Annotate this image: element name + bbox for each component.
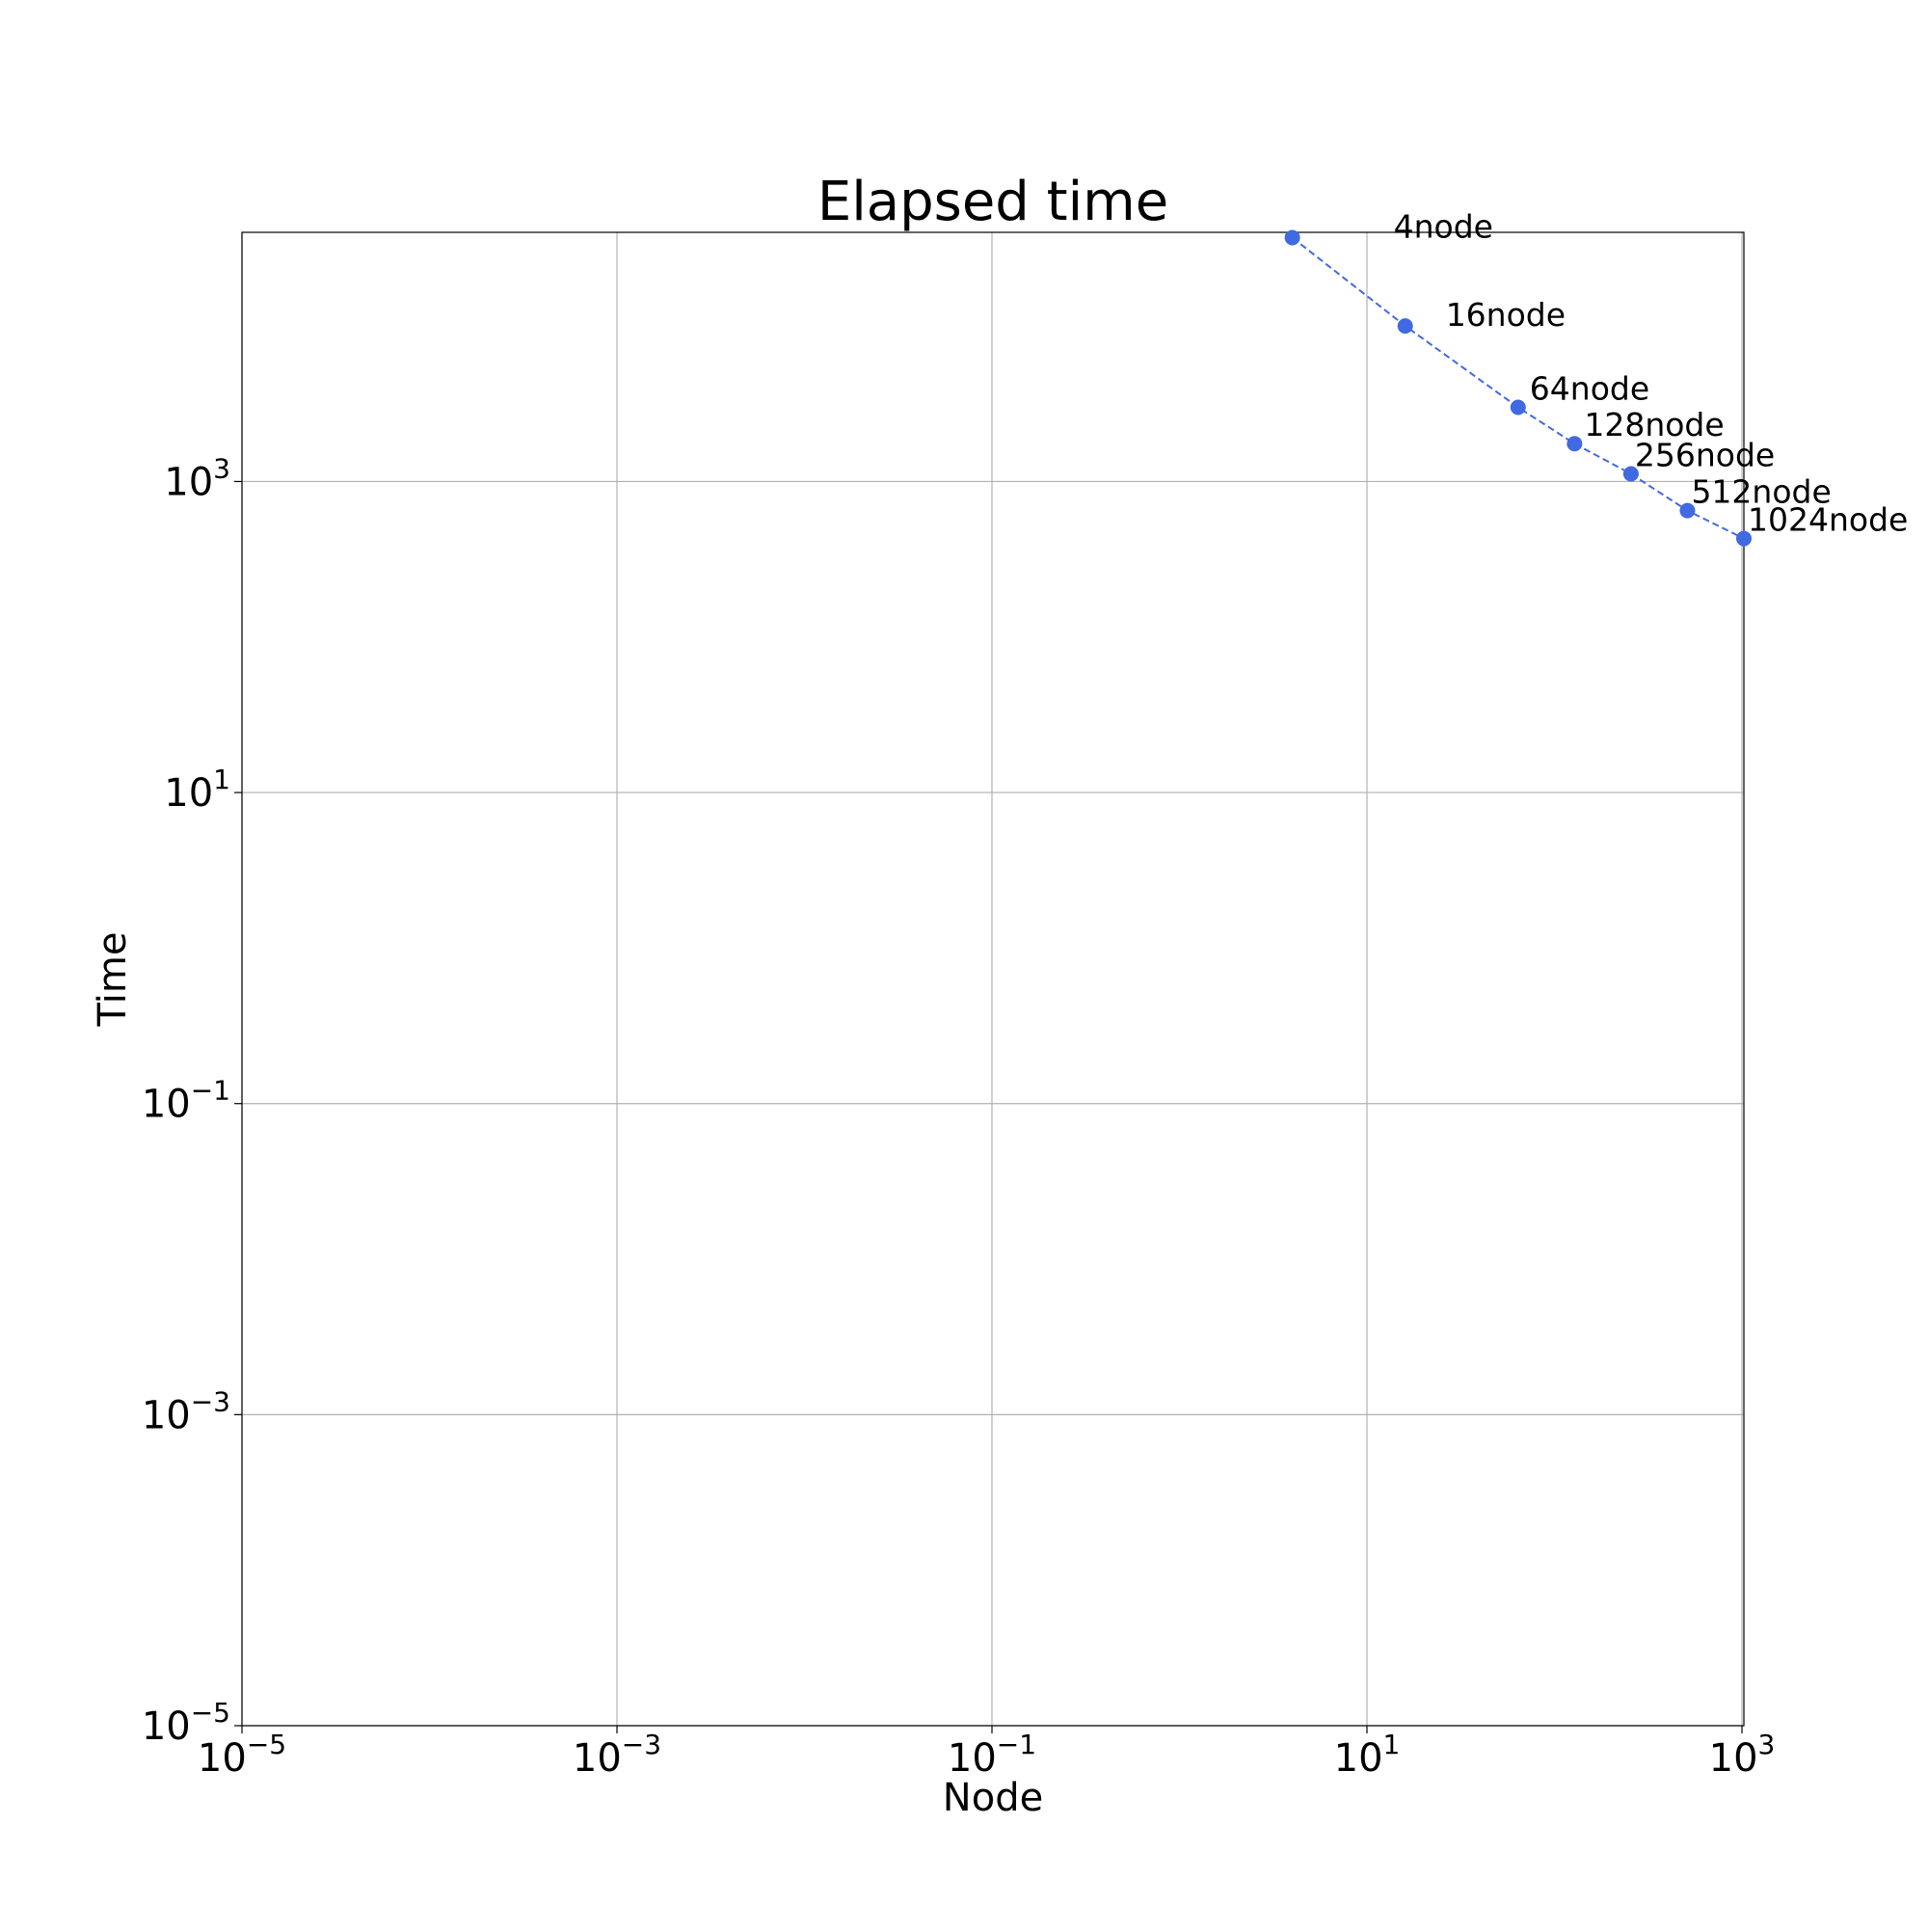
grid-layer	[241, 232, 1744, 1727]
x-tick-label: 10−3	[573, 1729, 661, 1781]
data-point	[1679, 502, 1696, 519]
point-label: 512node	[1691, 473, 1831, 511]
x-tick-label: 101	[1334, 1729, 1401, 1781]
point-label: 64node	[1530, 369, 1649, 407]
y-tick-label: 10−3	[142, 1385, 230, 1437]
point-label: 16node	[1446, 296, 1566, 334]
tick-layer: 10−5 10−3 10−1 101 103 10−5 10−3 10−1 101 103	[142, 452, 1776, 1781]
data-point	[1510, 399, 1526, 416]
y-tick-label: 10−1	[142, 1075, 230, 1127]
y-tick-label: 10−5	[142, 1697, 230, 1749]
data-point	[1736, 530, 1752, 547]
y-tick-label: 101	[164, 764, 230, 816]
x-tick-label: 10−5	[198, 1729, 286, 1781]
point-label: 128node	[1584, 406, 1724, 443]
series-layer: 4node 16node 64node128node256node512node10…	[1284, 207, 1908, 547]
y-tick-label: 103	[164, 452, 230, 504]
point-label: 1024node	[1748, 501, 1908, 539]
y-axis-label: Time	[91, 932, 135, 1028]
x-axis-label: Node	[943, 1776, 1043, 1820]
x-tick-label: 10−1	[948, 1729, 1036, 1781]
data-point	[1397, 318, 1413, 335]
data-point	[1566, 436, 1583, 452]
series-line	[1291, 236, 1745, 540]
data-point	[1284, 229, 1300, 246]
x-tick-label: 103	[1709, 1729, 1776, 1781]
plot-frame	[241, 231, 1745, 1727]
chart-title: Elapsed time	[817, 171, 1168, 233]
point-label: 256node	[1635, 437, 1775, 474]
point-label: 4node	[1394, 207, 1493, 245]
data-point	[1622, 466, 1639, 482]
